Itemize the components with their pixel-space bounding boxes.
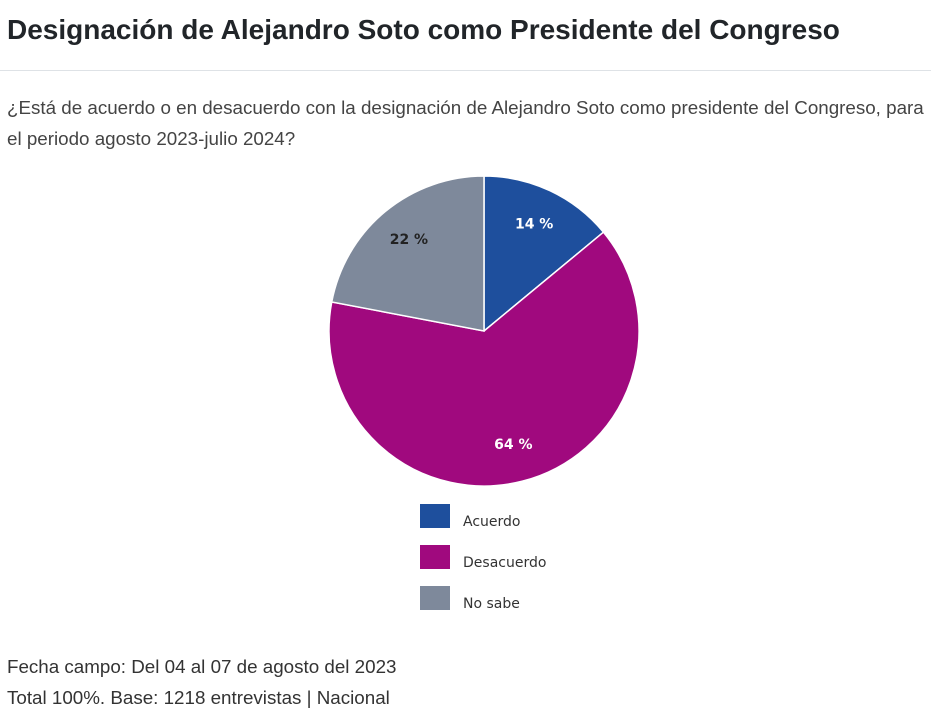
pie-labels: 14 % 64 % 22 % [390,216,554,453]
chart-legend: Acuerdo Desacuerdo No sabe [420,504,620,614]
pie-slices [328,175,640,487]
slice-label-desacuerdo: 64 % [494,437,532,453]
page-title: Designación de Alejandro Soto como Presi… [7,14,840,45]
legend-label-no-sabe: No sabe [463,596,520,612]
title-divider [0,70,931,71]
survey-question: ¿Está de acuerdo o en desacuerdo con la … [7,97,924,149]
footer-fieldwork-date: Fecha campo: Del 04 al 07 de agosto del … [7,656,397,677]
slice-label-acuerdo: 14 % [515,216,553,232]
legend-item-no-sabe: No sabe [420,586,620,612]
legend-swatch-no-sabe [420,586,450,610]
legend-item-acuerdo: Acuerdo [420,504,620,530]
pie-chart: 14 % 64 % 22 % [328,175,640,487]
pie-slice-desacuerdo [328,231,640,487]
legend-swatch-acuerdo [420,504,450,528]
slice-label-no-sabe: 22 % [390,232,428,248]
legend-label-acuerdo: Acuerdo [463,514,521,530]
legend-item-desacuerdo: Desacuerdo [420,545,620,571]
legend-swatch-desacuerdo [420,545,450,569]
legend-label-desacuerdo: Desacuerdo [463,555,547,571]
footer-sample-base: Total 100%. Base: 1218 entrevistas | Nac… [7,687,390,708]
pie-slice-no-sabe [330,175,485,332]
pie-slice-acuerdo [483,175,605,333]
